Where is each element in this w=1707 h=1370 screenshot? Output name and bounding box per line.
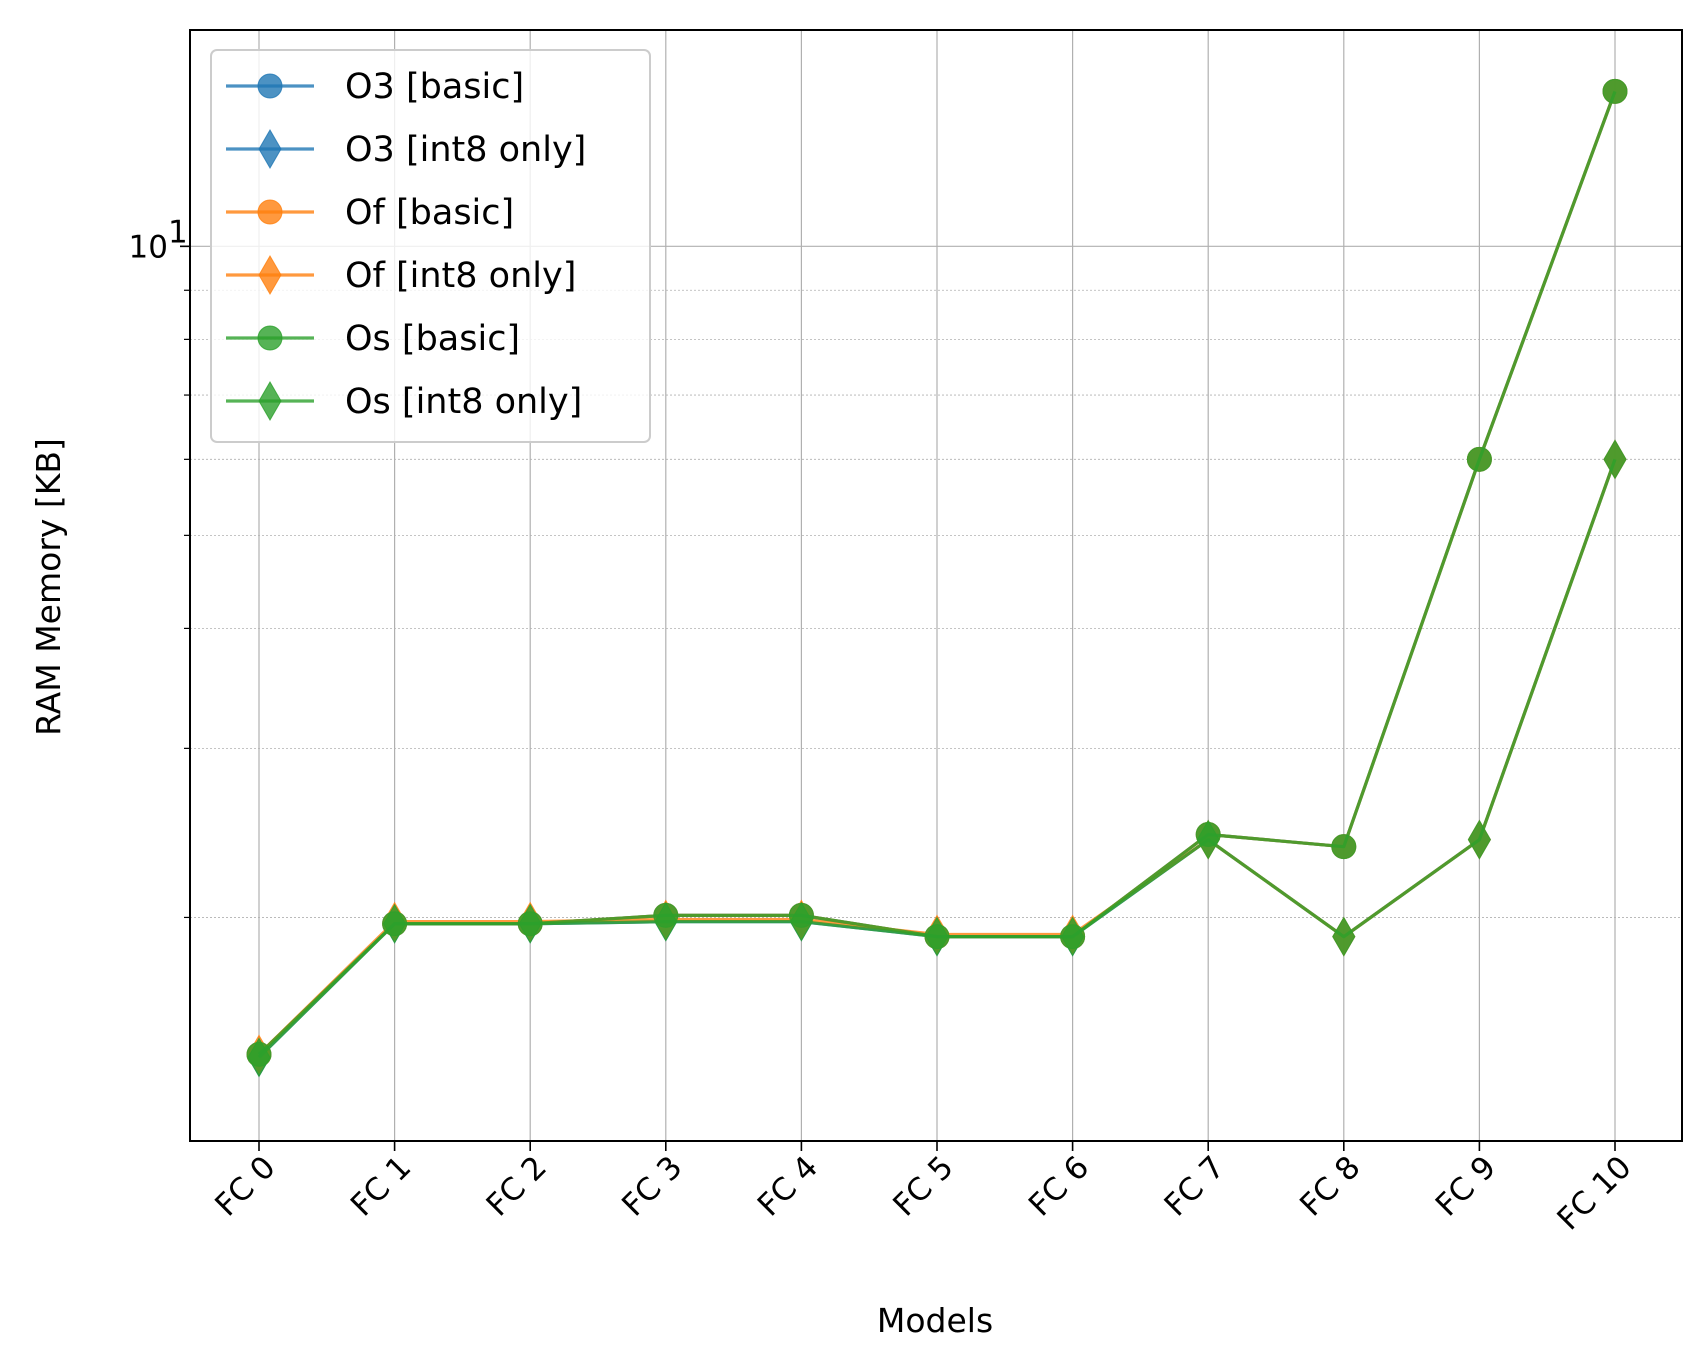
legend-label: O3 [basic]	[345, 67, 524, 107]
legend-marker	[257, 325, 283, 351]
legend-marker	[257, 199, 283, 225]
series-6	[247, 439, 1627, 1078]
data-point	[789, 901, 813, 942]
legend-marker	[258, 381, 282, 421]
data-point	[925, 916, 949, 957]
data-point	[1602, 78, 1628, 104]
legend: O3 [basic] O3 [int8 only] Of [basic] Of [in…	[210, 49, 651, 443]
series-layer	[246, 78, 1628, 1078]
x-axis-label: Models	[877, 1301, 993, 1340]
legend-marker	[258, 129, 282, 169]
data-point	[1196, 819, 1220, 860]
legend-marker	[258, 255, 282, 295]
data-point	[247, 1037, 271, 1078]
data-point	[1061, 916, 1085, 957]
legend-label: O3 [int8 only]	[345, 130, 586, 170]
data-point	[518, 903, 542, 944]
data-point	[1466, 446, 1492, 472]
data-point	[1331, 834, 1357, 860]
legend-frame	[210, 49, 651, 443]
data-point	[383, 903, 407, 944]
data-point	[1467, 819, 1491, 860]
y-axis-label: RAM Memory [KB]	[29, 438, 68, 736]
legend-label: Os [int8 only]	[345, 382, 582, 422]
data-point	[654, 901, 678, 942]
legend-label: Of [basic]	[345, 193, 514, 233]
legend-marker	[257, 73, 283, 99]
y-tick-label: 10	[129, 229, 168, 265]
legend-label: Os [basic]	[345, 319, 520, 359]
data-point	[1332, 916, 1356, 957]
plot-frame	[189, 29, 1683, 1142]
legend-label: Of [int8 only]	[345, 256, 576, 296]
y-tick-label-exponent: 1	[168, 214, 188, 250]
data-point	[1603, 439, 1627, 480]
